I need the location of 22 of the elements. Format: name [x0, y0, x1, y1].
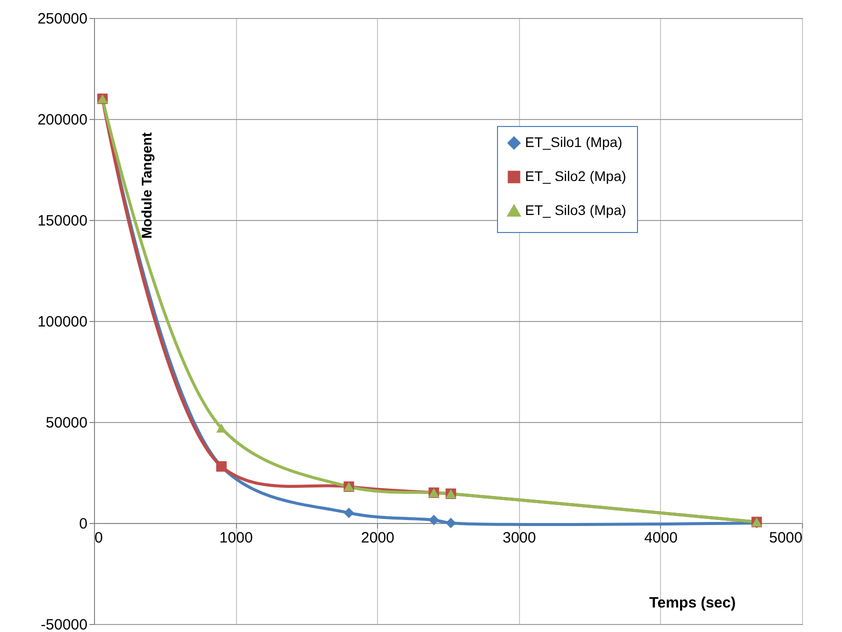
y-tick-label: 200000 [37, 112, 88, 128]
x-axis-title: Temps (sec) [649, 594, 736, 612]
x-tick-label: 5000 [769, 530, 802, 546]
point [428, 514, 440, 526]
y-tick-label: 50000 [46, 414, 88, 432]
y-axis-title: Module Tangent [138, 132, 154, 239]
y-tick-label: 250000 [37, 10, 88, 28]
point [216, 424, 227, 433]
x-tick-label: 2000 [361, 530, 394, 546]
y-tick-label: 100000 [37, 314, 88, 330]
y-tick-label: 150000 [37, 212, 88, 230]
y-tick-label: 0 [79, 516, 88, 532]
x-tick-label: 1000 [219, 530, 253, 546]
x-tick-label: 0 [94, 530, 103, 546]
x-tick-label: 4000 [644, 530, 678, 546]
x-tick-label: 3000 [502, 530, 536, 546]
legend-label: ET_ Silo2 (Mpa) [525, 168, 626, 184]
legend-label: ET_ Silo3 (Mpa) [525, 202, 626, 218]
y-tick-label: -50000 [40, 616, 88, 632]
point [344, 508, 354, 518]
legend-label: ET_Silo1 (Mpa) [525, 134, 622, 150]
point [446, 518, 456, 528]
